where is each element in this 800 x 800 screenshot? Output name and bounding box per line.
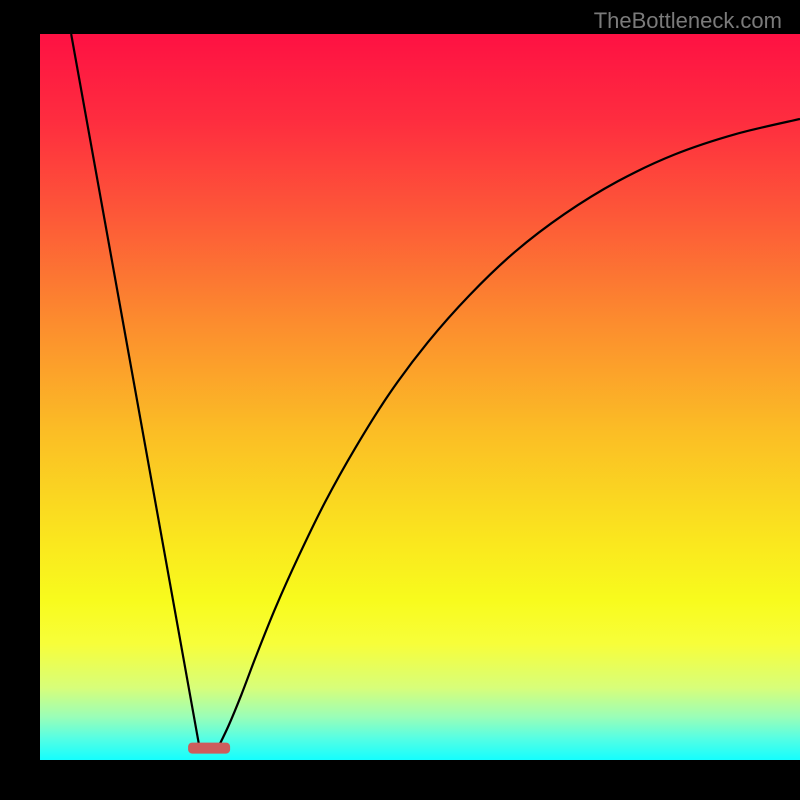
- watermark-text: TheBottleneck.com: [594, 8, 782, 34]
- curve-left-line: [71, 34, 199, 748]
- curve-right-log: [218, 119, 800, 748]
- chart-curves: [40, 34, 800, 760]
- min-marker: [188, 743, 230, 754]
- plot-area: [40, 34, 800, 760]
